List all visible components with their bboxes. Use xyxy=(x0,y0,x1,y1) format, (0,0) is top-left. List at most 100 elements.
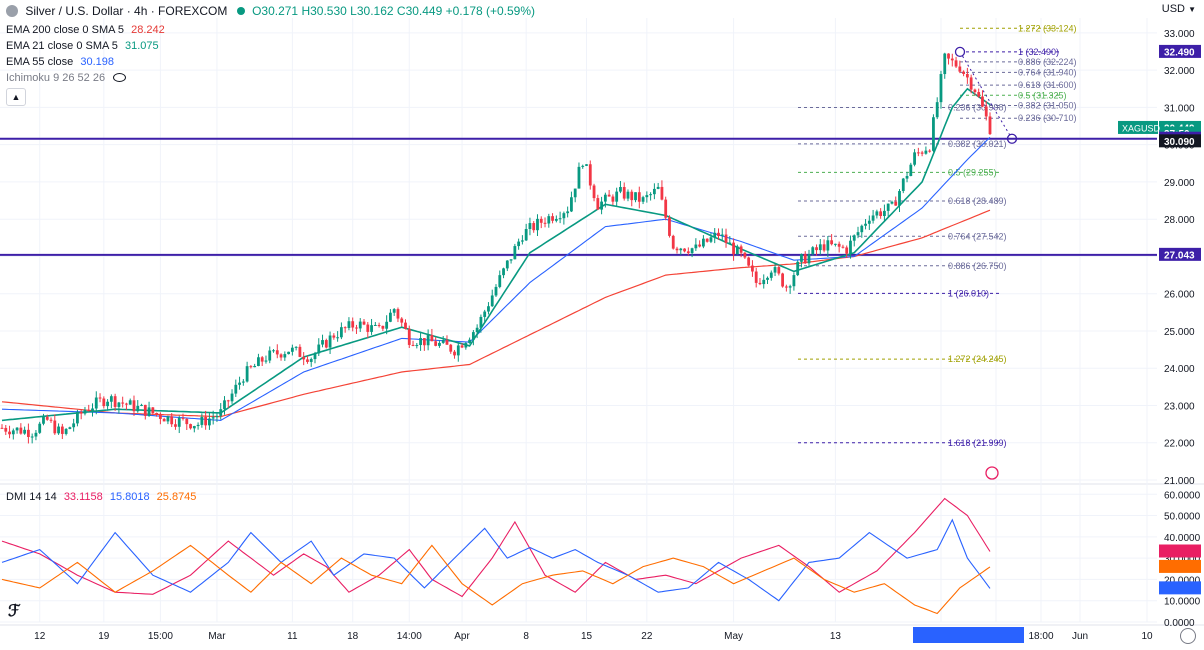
candle-body xyxy=(211,417,215,419)
candle-body xyxy=(532,223,536,231)
candle-body xyxy=(456,345,460,356)
candle-body xyxy=(140,404,143,406)
settings-gear-icon[interactable] xyxy=(1180,628,1196,644)
indicator-ema55[interactable]: EMA 55 close 30.198 xyxy=(6,54,114,70)
candle-body xyxy=(943,53,947,75)
price-label-text: 30.090 xyxy=(1164,137,1195,148)
candle-body xyxy=(973,89,977,93)
candle-body xyxy=(460,345,464,348)
time-tick-label: Jun xyxy=(1072,631,1088,642)
candle-body xyxy=(784,286,788,288)
candle-body xyxy=(15,427,19,431)
candle-body xyxy=(373,324,377,326)
candle-body xyxy=(128,400,132,405)
candle-body xyxy=(732,242,735,255)
candle-body xyxy=(920,152,924,154)
candle-body xyxy=(660,186,664,200)
minus-di-line xyxy=(1,544,991,615)
price-tick-label: 28.000 xyxy=(1164,215,1195,226)
currency-button[interactable]: USD ▼ xyxy=(1162,3,1196,15)
candle-body xyxy=(396,309,400,319)
candle-body xyxy=(53,420,57,434)
candle-body xyxy=(751,265,754,272)
candle-body xyxy=(520,240,524,242)
dmi-value-minus: 25.8745 xyxy=(156,491,197,503)
candle-body xyxy=(717,232,720,236)
candle-body xyxy=(856,232,860,236)
time-tick-label: Apr xyxy=(454,631,470,642)
candle-body xyxy=(226,400,230,402)
candle-body xyxy=(965,73,969,78)
candle-body xyxy=(800,254,803,262)
candle-body xyxy=(513,246,517,260)
symbol-title[interactable]: Silver / U.S. Dollar · 4h · FOREXCOM xyxy=(25,4,228,18)
candle-body xyxy=(562,213,566,219)
eye-off-icon[interactable] xyxy=(113,73,127,82)
candle-body xyxy=(860,225,864,233)
candle-body xyxy=(400,318,404,323)
candle-body xyxy=(19,427,23,434)
candle-body xyxy=(422,338,426,346)
candle-body xyxy=(151,407,155,414)
candle-body xyxy=(841,246,845,248)
candle-body xyxy=(26,429,30,437)
candle-body xyxy=(411,344,415,346)
candle-body xyxy=(306,359,309,362)
candle-body xyxy=(487,306,490,312)
candle-body xyxy=(698,244,702,247)
symbol-legend: Silver / U.S. Dollar · 4h · FOREXCOM O30… xyxy=(6,3,535,19)
candle-body xyxy=(509,259,513,261)
candle-body xyxy=(803,254,807,264)
candle-body xyxy=(238,382,241,385)
candle-body xyxy=(275,350,279,355)
candle-body xyxy=(611,196,615,202)
candle-body xyxy=(324,340,328,348)
candle-body xyxy=(585,164,588,166)
collapse-legend-button[interactable]: ▲ xyxy=(6,88,26,106)
candle-body xyxy=(336,337,340,339)
candle-body xyxy=(471,332,475,340)
candle-body xyxy=(215,415,219,418)
candle-body xyxy=(645,195,649,198)
price-tick-label: 21.000 xyxy=(1164,476,1195,487)
candle-body xyxy=(370,325,373,332)
candle-body xyxy=(223,400,226,410)
indicator-ichimoku[interactable]: Ichimoku 9 26 52 26 xyxy=(6,70,127,86)
candle-body xyxy=(377,324,381,326)
candle-body xyxy=(867,220,871,224)
candle-body xyxy=(588,164,592,186)
fib-level-label: 0.236 (30.998) xyxy=(948,102,1007,112)
candle-body xyxy=(935,102,939,118)
candle-body xyxy=(664,199,668,218)
candle-body xyxy=(686,251,690,254)
candle-body xyxy=(260,357,264,362)
ema200-line xyxy=(1,209,991,418)
indicator-ema21[interactable]: EMA 21 close 0 SMA 5 31.075 xyxy=(6,38,159,54)
dmi-value-adx: 33.1158 xyxy=(63,491,103,503)
candle-body xyxy=(347,321,351,328)
candle-body xyxy=(166,416,170,422)
fib-level-label: 0.764 (27.542) xyxy=(948,231,1007,241)
time-tick-label: 14:00 xyxy=(397,631,422,642)
dmi-tick-label: 10.0000 xyxy=(1164,597,1201,608)
candle-body xyxy=(494,286,498,296)
fib-level-label: 0.886 (32.224) xyxy=(1018,57,1077,67)
indicator-ema200[interactable]: EMA 200 close 0 SMA 5 28.242 xyxy=(6,22,165,38)
candle-body xyxy=(769,272,773,278)
candle-body xyxy=(162,418,166,422)
candle-body xyxy=(916,152,920,154)
candle-body xyxy=(385,321,389,329)
price-tick-label: 25.000 xyxy=(1164,327,1195,338)
candle-body xyxy=(849,240,852,254)
time-tick-label: 18 xyxy=(347,631,359,642)
candle-body xyxy=(426,335,430,346)
price-tick-label: 22.000 xyxy=(1164,439,1195,450)
candle-body xyxy=(675,248,679,251)
dmi-legend[interactable]: DMI 14 14 33.1158 15.8018 25.8745 xyxy=(6,489,196,505)
candle-body xyxy=(219,409,223,416)
dmi-tick-label: 60.0000 xyxy=(1164,490,1201,501)
candle-body xyxy=(600,201,603,210)
candle-body xyxy=(950,58,954,61)
tradingview-logo-icon[interactable]: ℱ xyxy=(8,603,21,620)
